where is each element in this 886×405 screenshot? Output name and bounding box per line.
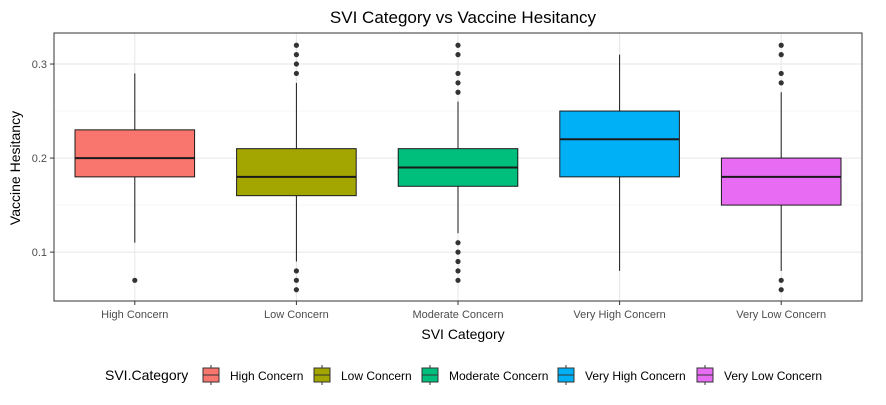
outlier-point	[778, 287, 784, 293]
x-tick-label: Low Concern	[264, 309, 329, 321]
legend-label: High Concern	[230, 369, 303, 383]
box-moderate-concern	[397, 42, 519, 283]
interquartile-box	[720, 157, 842, 206]
legend-item: High Concern	[202, 365, 303, 385]
legend-label: Very High Concern	[585, 369, 686, 383]
outlier-point	[293, 277, 299, 283]
box-low-concern	[236, 42, 357, 293]
legend-item: Very High Concern	[557, 365, 686, 385]
box-very-low-concern	[720, 42, 842, 293]
interquartile-box	[559, 110, 680, 178]
y-tick-label: 0.2	[32, 153, 47, 165]
outlier-point	[293, 268, 299, 274]
outlier-point	[455, 258, 461, 265]
legend-label: Very Low Concern	[724, 369, 822, 383]
outlier-point	[455, 249, 461, 255]
y-axis-label: Vaccine Hesitancy	[7, 111, 23, 225]
legend-label: Low Concern	[341, 369, 412, 383]
outlier-point	[778, 277, 784, 283]
outlier-point	[778, 42, 784, 48]
x-tick-label: Moderate Concern	[412, 309, 503, 321]
outlier-point	[293, 287, 299, 293]
box-very-high-concern	[559, 54, 680, 271]
x-axis-label: SVI Category	[421, 326, 504, 342]
legend: SVI.Category High Concern Low Concern Mode…	[105, 365, 822, 385]
outlier-point	[293, 61, 299, 67]
x-tick-label: High Concern	[101, 309, 168, 321]
legend-item: Moderate Concern	[421, 365, 548, 385]
box-high-concern	[74, 73, 196, 283]
outlier-point	[455, 89, 461, 95]
plot-panel: 0.1 0.2 0.3 High Concern Low Concern Moderate…	[32, 32, 863, 321]
outlier-point	[778, 80, 784, 86]
outlier-point	[778, 52, 784, 58]
legend-title: SVI.Category	[105, 367, 188, 383]
outlier-point	[455, 240, 461, 246]
y-tick-label: 0.3	[32, 59, 47, 71]
x-tick-label: Very Low Concern	[736, 309, 826, 321]
y-tick-label: 0.1	[32, 247, 47, 259]
outlier-point	[455, 268, 461, 274]
outlier-point	[778, 70, 784, 77]
x-tick-label: Very High Concern	[573, 309, 665, 321]
interquartile-box	[236, 148, 357, 197]
chart-title: SVI Category vs Vaccine Hesitancy	[330, 8, 597, 27]
outlier-point	[293, 52, 299, 58]
legend-label: Moderate Concern	[449, 369, 548, 383]
outlier-point	[455, 52, 461, 58]
outlier-point	[455, 277, 461, 283]
outlier-point	[455, 80, 461, 86]
panel-border	[53, 32, 863, 302]
outlier-point	[293, 70, 299, 77]
legend-item: Low Concern	[313, 365, 412, 385]
outlier-point	[455, 42, 461, 48]
legend-item: Very Low Concern	[696, 365, 822, 385]
outlier-point	[132, 277, 138, 283]
interquartile-box	[74, 129, 196, 178]
outlier-point	[293, 42, 299, 48]
outlier-point	[455, 70, 461, 77]
